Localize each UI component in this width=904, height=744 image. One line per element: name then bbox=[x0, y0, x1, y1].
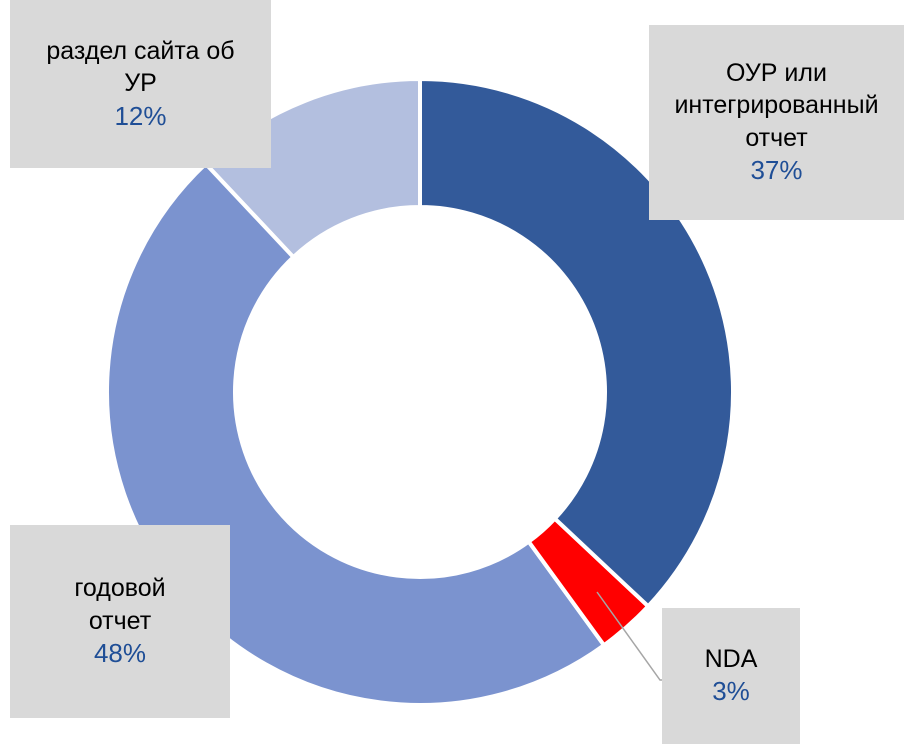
category-label: NDA bbox=[704, 644, 758, 673]
value-label: 48% bbox=[93, 638, 147, 669]
data-label: ОУР или интегрированный отчет 37% bbox=[649, 25, 904, 220]
data-label: годовой отчет 48% bbox=[10, 525, 230, 718]
category-label: ОУР или интегрированный отчет bbox=[674, 58, 879, 152]
donut-segment bbox=[525, 515, 651, 649]
value-label: 3% bbox=[712, 676, 750, 707]
data-label: раздел сайта об УР 12% bbox=[10, 0, 271, 168]
value-label: 12% bbox=[114, 100, 167, 131]
donut-segment bbox=[105, 161, 607, 707]
value-label: 37% bbox=[750, 155, 803, 186]
category-label: раздел сайта об УР bbox=[46, 36, 235, 98]
category-label: годовой отчет bbox=[74, 574, 166, 635]
data-label: NDA 3% bbox=[662, 608, 800, 744]
